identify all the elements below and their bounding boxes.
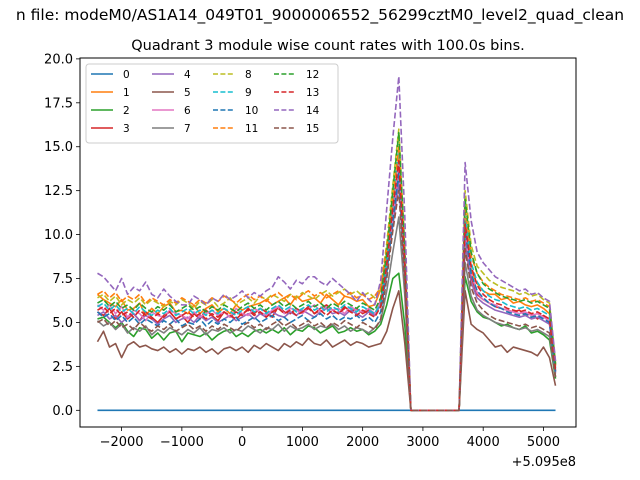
series-line-12 — [97, 131, 557, 412]
x-tick-label: 1000 — [286, 435, 319, 450]
series-line-4 — [97, 181, 557, 412]
x-tick-label: −1000 — [160, 435, 204, 450]
series-line-5 — [96, 290, 557, 412]
y-tick-label: 2.5 — [52, 360, 73, 375]
x-tick-label: 0 — [238, 435, 246, 450]
x-tick-label: 4000 — [467, 435, 500, 450]
legend-label-6: 6 — [184, 105, 191, 117]
legend-label-12: 12 — [306, 69, 319, 81]
legend-label-8: 8 — [245, 69, 252, 81]
x-tick-label: 5000 — [527, 435, 560, 450]
x-offset-label: +5.095e8 — [512, 455, 576, 470]
legend-label-9: 9 — [245, 87, 252, 99]
y-tick-label: 15.0 — [44, 140, 73, 155]
legend-label-7: 7 — [184, 123, 191, 135]
series-line-8 — [97, 128, 557, 412]
x-axis: −2000 −1000 0 1000 2000 3000 4000 5000 — [100, 427, 560, 450]
series-line-7 — [96, 216, 557, 412]
legend-frame — [85, 63, 339, 144]
series-line-15 — [97, 189, 557, 412]
series-line-9 — [97, 149, 557, 412]
y-tick-label: 10.0 — [44, 228, 73, 243]
chart-title: Quadrant 3 module wise count rates with … — [131, 38, 525, 54]
legend-label-4: 4 — [184, 69, 191, 81]
legend-label-13: 13 — [306, 87, 319, 99]
legend-label-1: 1 — [123, 87, 130, 99]
series-line-6 — [96, 163, 557, 412]
legend-label-11: 11 — [245, 123, 258, 135]
legend-label-10: 10 — [245, 105, 258, 117]
axes-frame — [79, 57, 577, 428]
series-line-14 — [97, 75, 557, 412]
legend-label-15: 15 — [306, 123, 319, 135]
legend-label-14: 14 — [306, 105, 320, 117]
y-tick-label: 0.0 — [52, 404, 73, 419]
legend-label-3: 3 — [123, 123, 130, 135]
legend-label-2: 2 — [123, 105, 130, 117]
x-tick-label: 3000 — [406, 435, 439, 450]
y-axis: 0.0 2.5 5.0 7.5 10.0 12.5 15.0 17.5 20.0 — [44, 52, 80, 419]
series-line-2 — [97, 272, 557, 412]
x-tick-label: 2000 — [346, 435, 379, 450]
y-tick-label: 17.5 — [44, 96, 73, 111]
y-tick-label: 5.0 — [52, 316, 73, 331]
y-tick-label: 12.5 — [44, 184, 73, 199]
y-tick-label: 7.5 — [52, 272, 73, 287]
legend-label-5: 5 — [184, 87, 191, 99]
x-tick-label: −2000 — [100, 435, 144, 450]
legend-label-0: 0 — [123, 69, 130, 81]
series-line-13 — [97, 159, 557, 412]
series-layer — [96, 75, 557, 412]
series-line-10 — [96, 172, 557, 412]
figure-suptitle: n file: modeM0/AS1A14_049T01_9000006552_… — [16, 6, 624, 25]
y-tick-label: 20.0 — [44, 52, 73, 67]
